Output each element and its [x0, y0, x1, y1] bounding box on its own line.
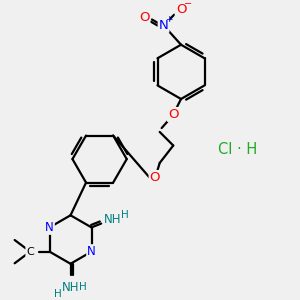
Text: N: N — [87, 245, 96, 258]
Text: H: H — [79, 282, 87, 292]
Text: NH: NH — [62, 280, 79, 293]
Text: Cl · H: Cl · H — [218, 142, 257, 157]
Text: NH: NH — [104, 213, 122, 226]
Text: O: O — [150, 171, 160, 184]
Text: O: O — [168, 108, 178, 121]
Text: H: H — [121, 210, 128, 220]
Text: −: − — [184, 0, 192, 9]
Text: +: + — [165, 15, 172, 24]
Text: O: O — [176, 3, 186, 16]
Text: O: O — [139, 11, 149, 24]
Text: N: N — [159, 19, 168, 32]
Text: H: H — [54, 289, 62, 299]
Text: C: C — [26, 247, 34, 256]
Text: N: N — [45, 221, 54, 234]
